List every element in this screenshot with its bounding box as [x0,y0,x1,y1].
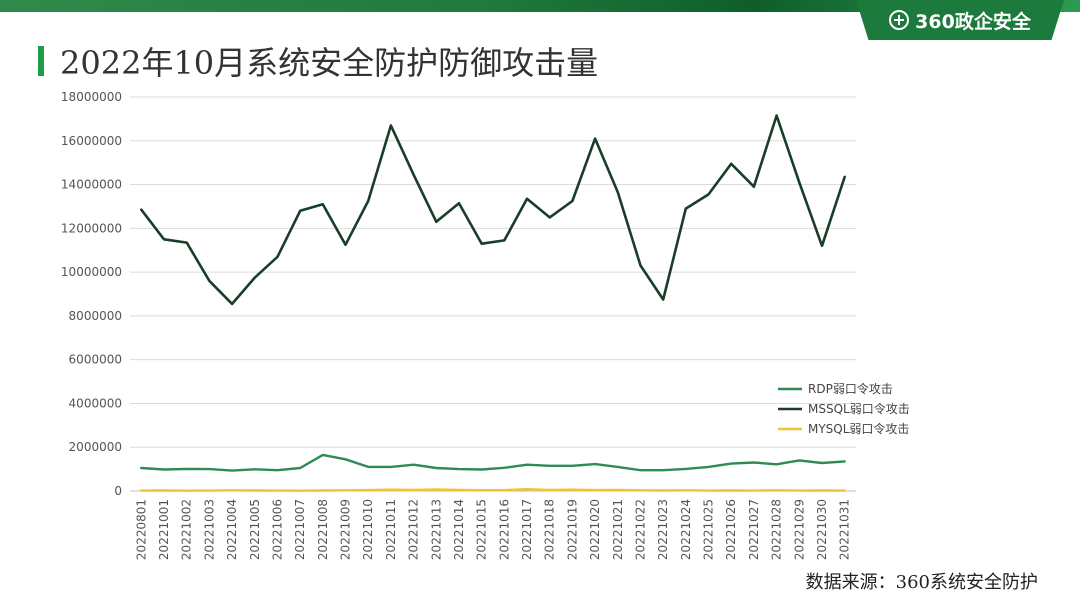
x-tick-label: 20221027 [747,499,761,560]
x-tick-label: 20221005 [248,499,262,560]
series-line-mysql [140,488,846,492]
y-tick-label: 8000000 [69,309,122,323]
legend-label: MYSQL弱口令攻击 [808,421,909,436]
x-tick-label: 20221030 [815,499,829,560]
x-tick-label: 20221013 [429,499,443,560]
x-tick-label: 20221028 [770,499,784,560]
x-tick-label: 20221010 [361,499,375,560]
plus-circle-icon [889,10,910,30]
x-tick-label: 20221008 [316,499,330,560]
x-tick-label: 20221020 [588,499,602,560]
x-tick-label: 20221006 [270,499,284,560]
top-decorative-band [0,0,1080,12]
y-tick-label: 16000000 [61,134,122,148]
x-tick-label: 20220801 [134,499,148,560]
x-tick-label: 20221011 [384,499,398,560]
x-tick-label: 20221023 [656,499,670,560]
x-tick-label: 20221018 [543,499,557,560]
x-tick-label: 20221003 [202,499,216,560]
y-tick-label: 4000000 [69,396,122,410]
x-tick-label: 20221025 [702,499,716,560]
x-tick-label: 20221021 [611,499,625,560]
brand-name: 360政企安全 [915,10,1031,33]
x-tick-label: 20221014 [452,499,466,560]
x-tick-label: 20221017 [520,499,534,560]
title-accent-bar [38,46,44,76]
y-tick-label: 18000000 [61,90,122,104]
y-tick-label: 2000000 [69,440,122,454]
x-tick-label: 20221012 [407,499,421,560]
x-tick-label: 20221015 [475,499,489,560]
x-tick-label: 20221022 [633,499,647,560]
x-tick-label: 20221019 [565,499,579,560]
brand-logo: 360政企安全 [856,0,1064,40]
y-tick-label: 14000000 [61,178,122,192]
page-title: 2022年10月系统安全防护防御攻击量 [60,44,599,82]
x-tick-label: 20221031 [838,499,852,560]
y-tick-label: 6000000 [69,353,122,367]
legend-label: RDP弱口令攻击 [808,381,893,396]
x-tick-label: 20221004 [225,499,239,560]
series-line-rdp [140,453,846,472]
y-tick-label: 0 [114,484,122,498]
x-tick-label: 20221002 [180,499,194,560]
x-tick-label: 20221026 [724,499,738,560]
x-tick-label: 20221024 [679,499,693,560]
y-tick-label: 12000000 [61,221,122,235]
x-tick-label: 20221016 [497,499,511,560]
y-tick-label: 10000000 [61,265,122,279]
legend-label: MSSQL弱口令攻击 [808,401,910,416]
x-tick-label: 20221029 [792,499,806,560]
series-line-mssql [140,114,847,306]
x-tick-label: 20221001 [157,499,171,560]
data-source-note: 数据来源：360系统安全防护 [805,572,1038,593]
x-tick-label: 20221007 [293,499,307,560]
x-tick-label: 20221009 [339,499,353,560]
